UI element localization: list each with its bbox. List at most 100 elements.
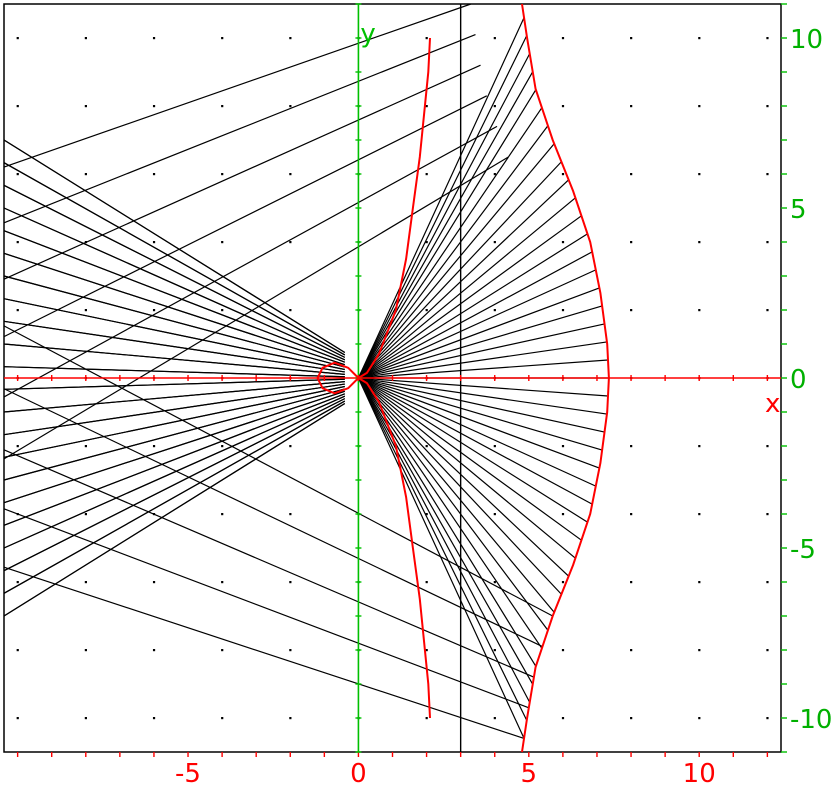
grid-dot bbox=[561, 649, 565, 652]
grid-dot bbox=[766, 241, 769, 244]
grid-dot bbox=[289, 309, 292, 312]
reflected-ray bbox=[3, 156, 509, 460]
grid-dot bbox=[630, 717, 633, 720]
grid-dot bbox=[16, 717, 19, 720]
ray-lines bbox=[3, 3, 609, 739]
reflected-ray bbox=[3, 398, 346, 572]
incident-ray bbox=[358, 377, 570, 577]
grid-dot bbox=[766, 717, 769, 720]
incident-ray bbox=[357, 377, 537, 667]
grid-dot bbox=[630, 513, 633, 516]
incident-ray bbox=[358, 377, 605, 433]
incident-ray bbox=[358, 377, 588, 523]
incident-ray bbox=[358, 305, 603, 379]
grid-dot bbox=[84, 445, 87, 448]
grid-dot bbox=[561, 309, 565, 312]
reflected-ray bbox=[3, 343, 345, 375]
incident-ray bbox=[358, 377, 596, 487]
incident-ray bbox=[357, 89, 537, 379]
grid-dot bbox=[561, 717, 565, 720]
grid-dot bbox=[221, 649, 224, 652]
grid-dot bbox=[289, 513, 292, 516]
reflected-ray bbox=[3, 385, 345, 458]
grid-dot bbox=[152, 241, 156, 244]
grid-dot bbox=[425, 445, 428, 448]
grid-dot bbox=[425, 649, 428, 652]
grid-dot bbox=[221, 309, 224, 312]
grid-dot bbox=[221, 445, 224, 448]
grid-dot bbox=[289, 241, 292, 244]
grid-dot bbox=[289, 581, 292, 584]
grid-dot bbox=[289, 649, 292, 652]
y-tick-labels: 10 5 0 -5 -10 bbox=[790, 25, 832, 735]
reflected-ray bbox=[3, 64, 481, 280]
x-axis-label: x bbox=[765, 389, 780, 419]
x-tick-label: 0 bbox=[350, 759, 367, 788]
grid-dot bbox=[493, 649, 496, 652]
grid-dot bbox=[221, 581, 224, 584]
grid-dot bbox=[561, 173, 565, 176]
reflected-ray bbox=[3, 395, 346, 549]
grid-dot bbox=[493, 105, 496, 108]
y-tick-label: -5 bbox=[790, 535, 816, 565]
incident-ray bbox=[357, 35, 528, 379]
incident-ray bbox=[357, 161, 562, 379]
grid-dot bbox=[84, 717, 87, 720]
grid-dot bbox=[630, 581, 633, 584]
grid-dot bbox=[630, 173, 633, 176]
incident-ray bbox=[357, 377, 534, 685]
reflected-ray bbox=[3, 252, 345, 366]
incident-ray bbox=[358, 377, 600, 469]
grid-dot bbox=[425, 241, 428, 244]
grid-dot bbox=[289, 37, 292, 40]
grid-dot bbox=[698, 717, 701, 720]
grid-dot bbox=[698, 309, 701, 312]
incident-ray bbox=[357, 377, 555, 613]
x-tick-label: 10 bbox=[683, 759, 716, 788]
grid-dot bbox=[425, 173, 428, 176]
grid-dot bbox=[561, 581, 565, 584]
grid-dot bbox=[425, 105, 428, 108]
grid-dot bbox=[561, 513, 565, 516]
grid-dot bbox=[561, 37, 565, 40]
loop-curve bbox=[316, 361, 360, 395]
incident-ray bbox=[358, 179, 570, 379]
x-tick-label: 5 bbox=[521, 759, 538, 788]
grid-dot bbox=[493, 173, 496, 176]
reflected-ray bbox=[3, 139, 346, 354]
grid-dot bbox=[84, 173, 87, 176]
reflected-ray bbox=[3, 388, 345, 481]
grid-dot bbox=[493, 241, 496, 244]
reflected-ray bbox=[3, 34, 476, 224]
grid-dot bbox=[84, 37, 87, 40]
grid-dot bbox=[698, 513, 701, 516]
grid-dot bbox=[630, 37, 633, 40]
grid-dot bbox=[766, 445, 769, 448]
grid-dot bbox=[84, 581, 87, 584]
grid-dot bbox=[630, 241, 633, 244]
reflected-ray bbox=[3, 390, 345, 504]
incident-ray bbox=[357, 377, 531, 703]
incident-ray bbox=[358, 341, 608, 379]
grid-dot bbox=[766, 105, 769, 108]
reflected-ray bbox=[3, 184, 346, 358]
grid-dot bbox=[152, 173, 156, 176]
reflected-ray bbox=[3, 162, 346, 356]
grid-dot bbox=[698, 173, 701, 176]
incident-ray bbox=[358, 233, 588, 379]
grid-dot bbox=[425, 717, 428, 720]
grid-dot bbox=[766, 309, 769, 312]
incident-ray bbox=[358, 251, 593, 379]
grid-dot bbox=[16, 37, 19, 40]
grid-dot bbox=[221, 173, 224, 176]
grid-dot bbox=[16, 105, 19, 108]
incident-ray bbox=[357, 71, 534, 379]
grid-dot bbox=[698, 241, 701, 244]
grid-dot bbox=[766, 649, 769, 652]
incident-ray bbox=[358, 197, 576, 379]
grid-dot bbox=[152, 581, 156, 584]
grid-dot bbox=[698, 581, 701, 584]
grid-dot bbox=[289, 173, 292, 176]
grid-dot bbox=[152, 309, 156, 312]
reflected-ray bbox=[3, 449, 535, 678]
